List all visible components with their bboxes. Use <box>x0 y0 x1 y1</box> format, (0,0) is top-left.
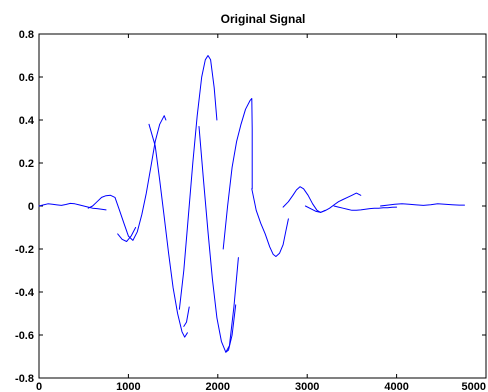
x-tick-label: 5000 <box>462 381 486 392</box>
signal-line-segment <box>380 203 465 207</box>
plot-area-frame <box>38 33 487 379</box>
y-tick-label: 0.6 <box>19 72 34 84</box>
y-tick-label: 0.8 <box>19 29 34 41</box>
y-tick-label: -0.4 <box>15 287 35 299</box>
y-tick-label: 0 <box>28 201 34 213</box>
signal-line-segment <box>282 186 326 213</box>
signal-line-segment <box>304 192 362 213</box>
signal-line-segment <box>178 55 218 310</box>
x-axis: 0 1000 2000 3000 4000 5000 <box>36 34 487 392</box>
chart-title: Original Signal <box>221 12 306 26</box>
signal-series <box>38 55 465 353</box>
signal-line-segment <box>87 115 167 241</box>
x-tick-label: 2000 <box>206 381 230 392</box>
signal-line-segment <box>198 126 237 353</box>
x-tick-label: 4000 <box>384 381 408 392</box>
x-tick-label: 0 <box>36 381 42 392</box>
signal-line-segment <box>183 306 190 327</box>
signal-line-segment <box>225 257 239 353</box>
x-tick-label: 1000 <box>116 381 140 392</box>
y-tick-label: -0.6 <box>15 330 34 342</box>
signal-line-segment <box>251 188 289 257</box>
signal-line-segment <box>148 123 188 338</box>
signal-line-segment <box>38 202 107 211</box>
signal-line-segment <box>333 205 398 211</box>
y-tick-label: 0.4 <box>19 115 35 127</box>
y-tick-label: -0.8 <box>15 373 34 385</box>
signal-line-segment <box>222 98 253 250</box>
signal-line-segment <box>117 227 137 242</box>
y-axis: 0.8 0.6 0.4 0.2 0 -0.2 -0.4 -0.6 -0.8 <box>15 29 486 385</box>
x-tick-label: 3000 <box>295 381 319 392</box>
y-tick-label: 0.2 <box>19 158 34 170</box>
y-tick-label: -0.2 <box>15 244 34 256</box>
